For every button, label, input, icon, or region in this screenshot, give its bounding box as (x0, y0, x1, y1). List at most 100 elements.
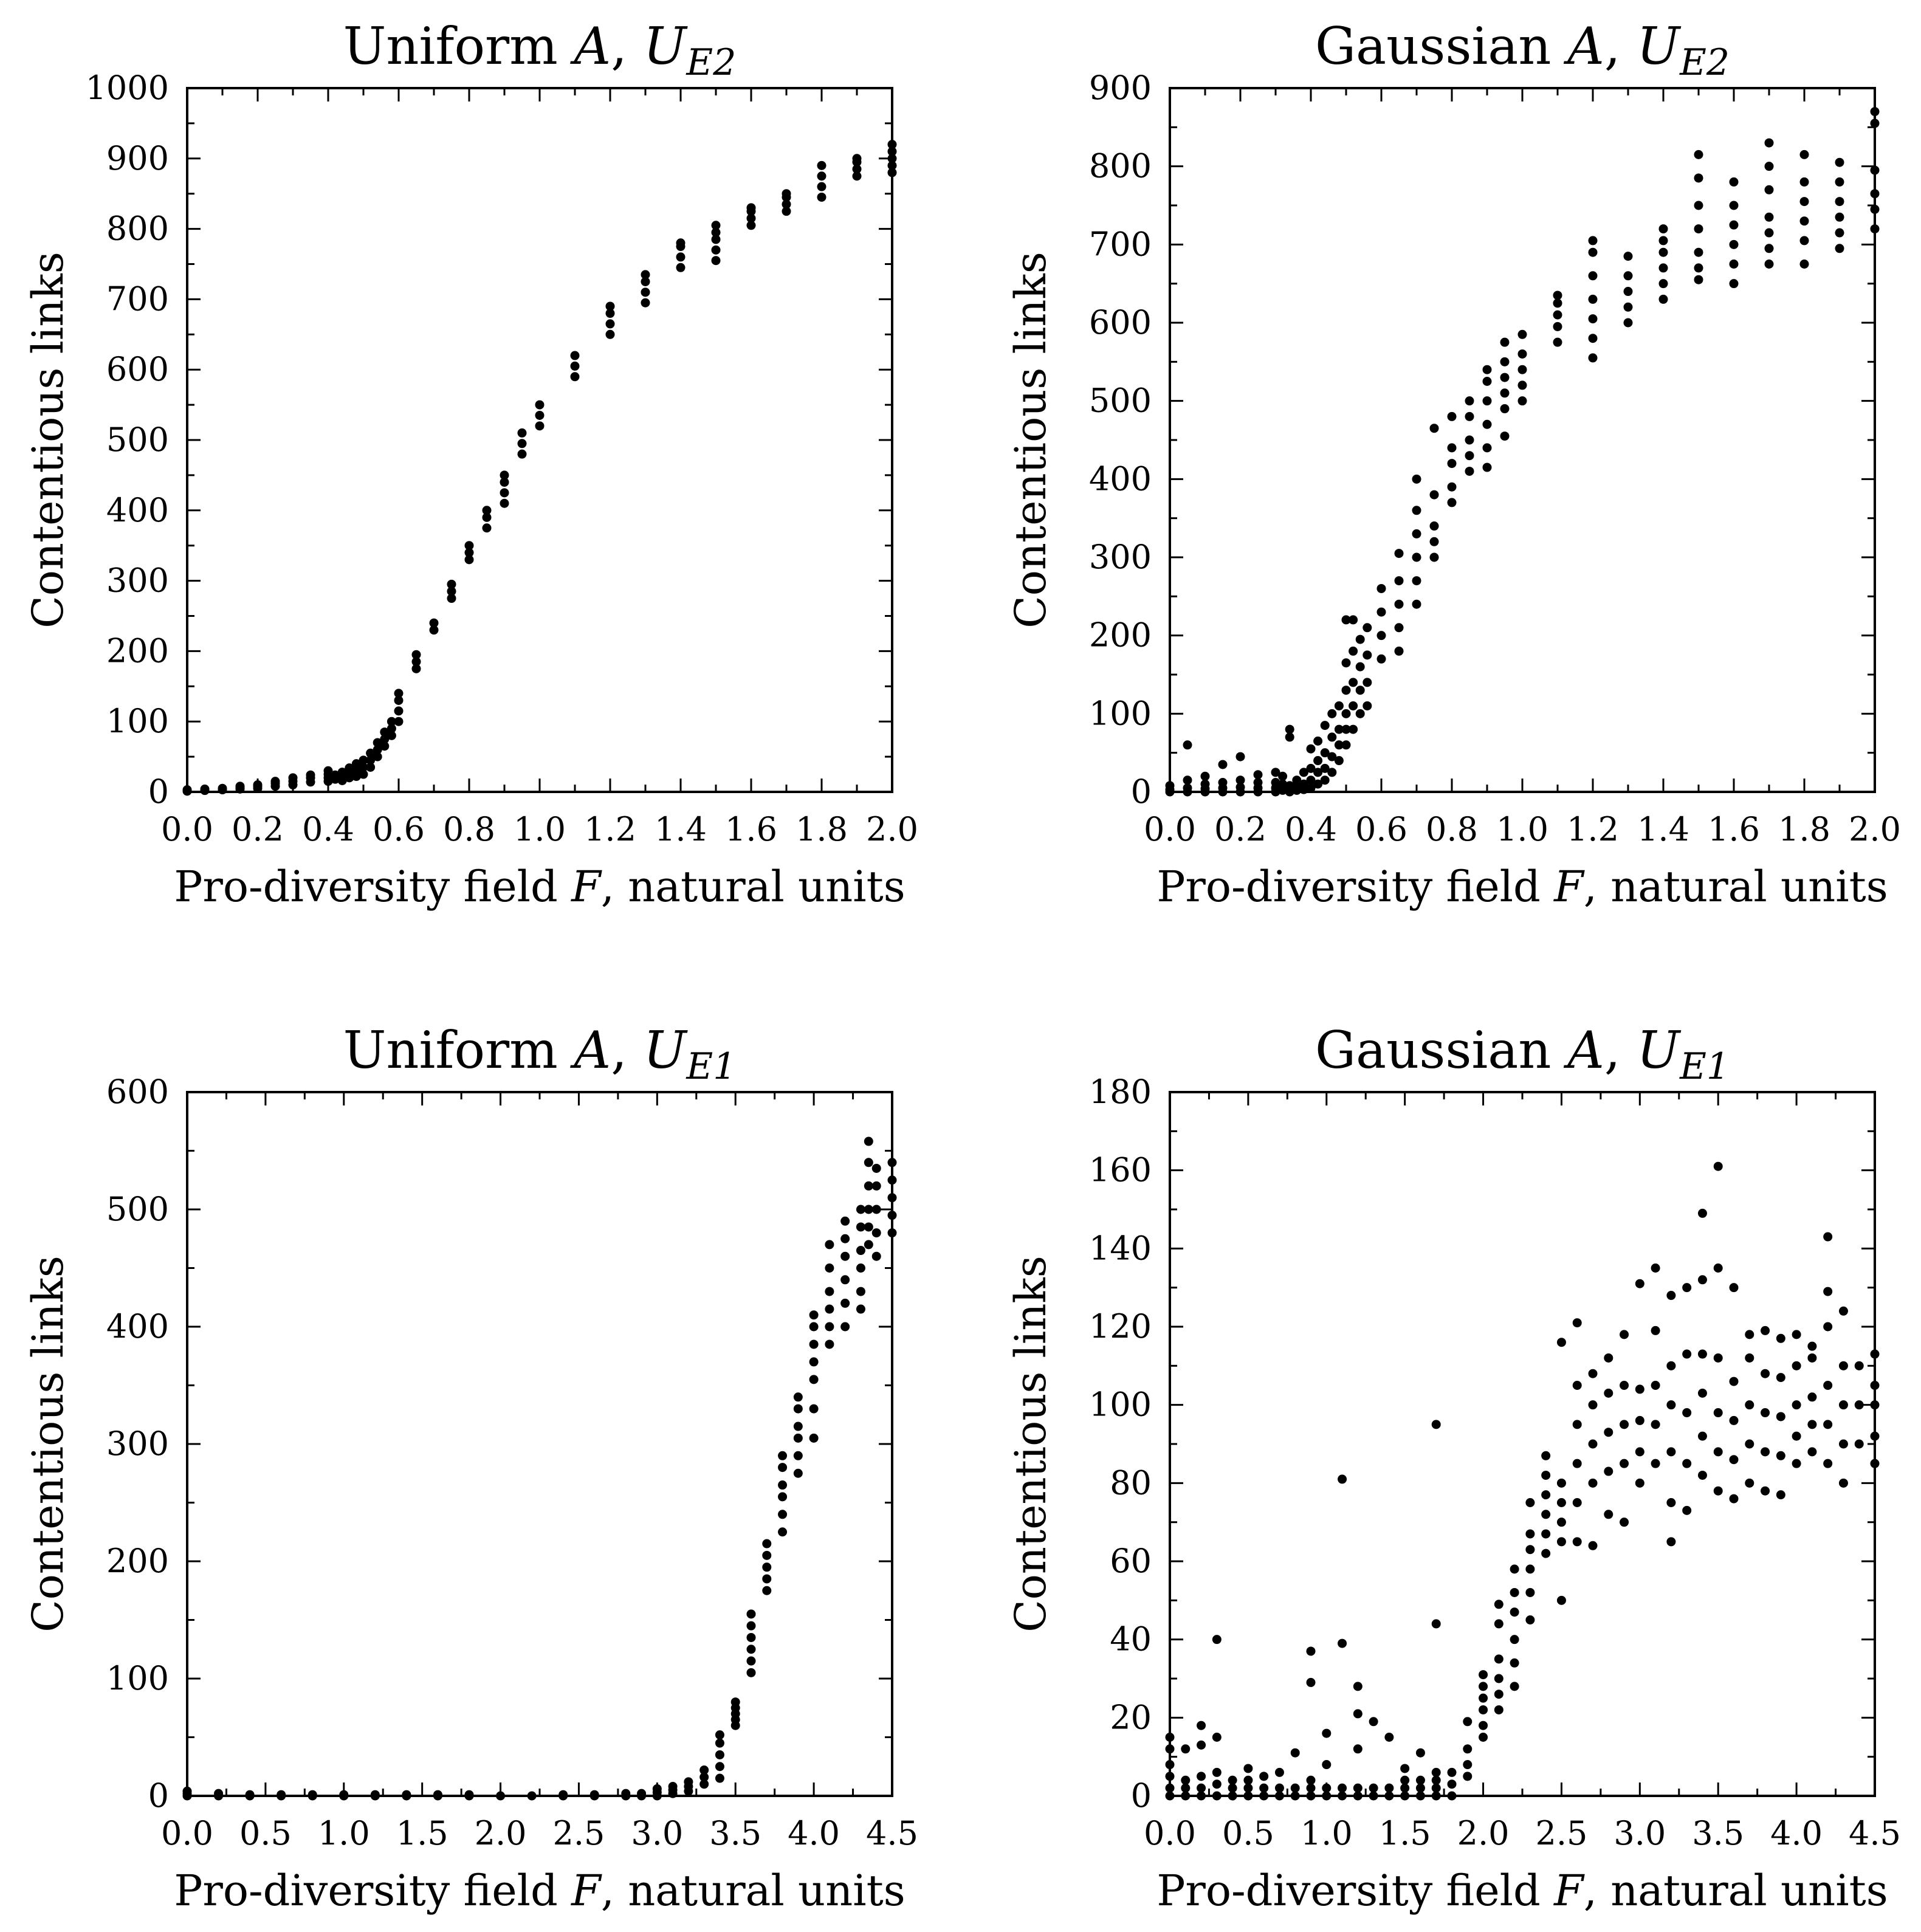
data-point (1870, 107, 1880, 117)
data-point (1729, 1455, 1739, 1465)
data-point (887, 1158, 897, 1167)
data-point (1334, 701, 1344, 710)
data-point (1494, 1619, 1503, 1629)
data-point (1482, 377, 1492, 386)
data-point (1835, 212, 1844, 222)
data-point (359, 762, 368, 772)
data-point (570, 372, 580, 382)
data-point (1290, 1748, 1300, 1758)
data-point (1313, 736, 1323, 746)
data-point (1792, 1459, 1801, 1468)
data-point (1729, 177, 1739, 187)
data-point (1620, 1420, 1629, 1429)
data-point (1776, 1490, 1785, 1500)
data-point (1764, 162, 1774, 171)
data-point (1349, 701, 1358, 710)
data-point (1588, 1439, 1598, 1449)
data-point (637, 1789, 647, 1798)
data-point (500, 488, 509, 498)
data-point (1553, 310, 1562, 320)
data-point (1353, 1744, 1363, 1754)
data-point (887, 140, 897, 150)
data-point (1306, 1783, 1316, 1793)
y-tick-label: 800 (1089, 147, 1152, 185)
data-point (1870, 1459, 1880, 1468)
data-point (1682, 1408, 1692, 1418)
data-point (825, 1287, 834, 1296)
data-point (1306, 1791, 1316, 1801)
data-point (308, 1790, 317, 1800)
data-point (387, 731, 396, 740)
data-point (1694, 263, 1703, 273)
data-point (1327, 768, 1337, 777)
data-point (762, 1539, 772, 1549)
data-point (1369, 1791, 1378, 1801)
data-point (1334, 740, 1344, 750)
y-tick-label: 0 (1131, 1776, 1152, 1815)
data-point (1334, 756, 1344, 766)
x-tick-label: 4.0 (788, 1814, 840, 1852)
data-point (1510, 1682, 1519, 1691)
chart-title: Gaussian A, UE2 (1315, 16, 1730, 84)
data-point (373, 745, 382, 755)
data-point (1799, 260, 1809, 269)
data-point (809, 1339, 819, 1349)
data-point (1355, 634, 1365, 644)
data-point (887, 168, 897, 177)
x-tick-label: 0.0 (161, 1814, 213, 1852)
data-point (1165, 1733, 1175, 1742)
data-point (1658, 294, 1668, 304)
x-tick-label: 4.5 (1849, 1814, 1901, 1852)
data-point (1353, 1791, 1363, 1801)
data-point (825, 1322, 834, 1332)
data-point (1556, 1498, 1566, 1507)
data-point (1322, 1783, 1332, 1793)
data-point (1525, 1498, 1535, 1507)
data-point (1854, 1361, 1864, 1370)
data-point (1384, 1791, 1394, 1801)
data-point (1764, 185, 1774, 194)
data-point (1479, 1733, 1488, 1742)
data-point (1334, 724, 1344, 734)
x-tick-label: 1.0 (318, 1814, 370, 1852)
data-point (1658, 247, 1668, 257)
data-point (852, 164, 862, 174)
data-point (1415, 1748, 1425, 1758)
data-point (1218, 778, 1228, 788)
x-tick-label: 0.5 (239, 1814, 292, 1852)
data-point (380, 741, 390, 751)
data-point (1306, 1775, 1316, 1785)
x-tick-label: 4.5 (866, 1814, 918, 1852)
data-point (1713, 1486, 1723, 1496)
y-tick-label: 300 (106, 1425, 169, 1463)
data-point (1870, 224, 1880, 234)
data-point (1369, 1783, 1378, 1793)
data-point (1363, 623, 1372, 633)
data-point (1431, 1775, 1441, 1785)
data-point (1400, 1764, 1410, 1773)
data-point (1494, 1600, 1503, 1609)
data-point (1320, 775, 1330, 785)
data-point (1285, 724, 1294, 734)
data-point (535, 400, 545, 410)
data-point (1363, 701, 1372, 710)
data-point (1447, 1767, 1457, 1777)
data-point (746, 1609, 756, 1619)
x-tick-label: 1.5 (1379, 1814, 1431, 1852)
data-point (411, 650, 421, 659)
data-point (1235, 775, 1245, 785)
data-point (1235, 752, 1245, 761)
data-point (1394, 646, 1404, 656)
data-point (1290, 1783, 1300, 1793)
data-point (447, 586, 456, 596)
data-point (464, 555, 474, 565)
x-tick-label: 0.0 (1144, 1814, 1196, 1852)
data-point (641, 270, 650, 280)
data-point (1165, 1760, 1175, 1770)
data-point (1588, 334, 1598, 343)
data-point (1799, 197, 1809, 207)
data-point (1197, 1740, 1206, 1750)
data-point (1415, 1775, 1425, 1785)
data-point (394, 717, 404, 726)
data-point (1349, 678, 1358, 687)
